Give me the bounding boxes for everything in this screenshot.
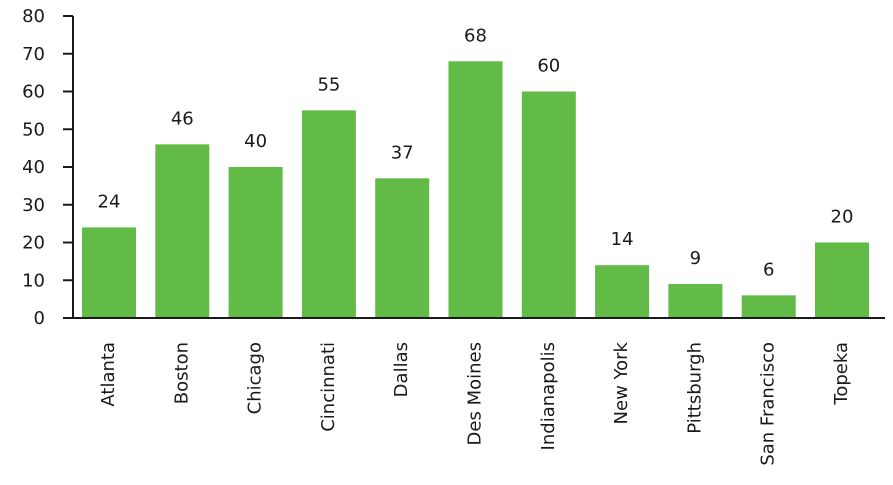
data-label: 68 xyxy=(464,25,487,46)
data-label: 37 xyxy=(391,142,414,163)
data-label: 14 xyxy=(611,229,634,250)
x-tick-label: Pittsburgh xyxy=(684,342,705,434)
data-label: 40 xyxy=(244,131,267,152)
y-tick-label: 50 xyxy=(22,119,45,140)
y-tick-label: 60 xyxy=(22,82,45,103)
x-tick-label: San Francisco xyxy=(758,342,779,466)
x-tick-label: Boston xyxy=(171,342,192,404)
bar-topeka xyxy=(815,242,869,318)
y-tick-label: 70 xyxy=(22,44,45,65)
y-tick-label: 0 xyxy=(34,308,45,329)
data-labels: 24 46 40 55 37 68 60 14 9 6 20 xyxy=(98,25,854,280)
data-label: 55 xyxy=(317,74,340,95)
bar-san-francisco xyxy=(741,295,796,318)
bar-cincinnati xyxy=(301,110,356,318)
bars xyxy=(82,61,869,319)
y-tick-label: 20 xyxy=(22,233,45,254)
x-tick-label: Topeka xyxy=(831,342,852,406)
y-tick-label: 10 xyxy=(22,270,45,291)
x-tick-label: New York xyxy=(611,341,632,424)
bar-indianapolis xyxy=(521,91,576,318)
bar-des-moines xyxy=(448,61,503,319)
y-tick-label: 30 xyxy=(22,195,45,216)
y-tick-label: 80 xyxy=(22,6,45,27)
x-tick-label: Cincinnati xyxy=(318,342,339,432)
x-tick-label: Chicago xyxy=(245,342,266,414)
bar-pittsburgh xyxy=(668,284,723,318)
data-label: 9 xyxy=(690,248,701,269)
bar-boston xyxy=(155,144,210,318)
data-label: 20 xyxy=(831,207,854,228)
y-axis: 0 10 20 30 40 50 60 70 80 xyxy=(22,6,74,329)
bar-new-york xyxy=(595,265,650,318)
data-label: 24 xyxy=(98,191,121,212)
data-label: 6 xyxy=(763,259,774,280)
y-tick-label: 40 xyxy=(22,157,45,178)
x-tick-label: Indianapolis xyxy=(538,342,559,450)
data-label: 46 xyxy=(171,108,194,129)
bar-chicago xyxy=(228,167,283,318)
x-tick-label: Des Moines xyxy=(465,342,486,445)
x-tick-label: Atlanta xyxy=(98,342,119,407)
bar-atlanta xyxy=(82,227,136,318)
data-label: 60 xyxy=(537,56,560,77)
x-tick-label: Dallas xyxy=(391,342,412,397)
bar-dallas xyxy=(375,178,430,318)
x-axis: Atlanta Boston Chicago Cincinnati Dallas Des … xyxy=(73,317,885,466)
